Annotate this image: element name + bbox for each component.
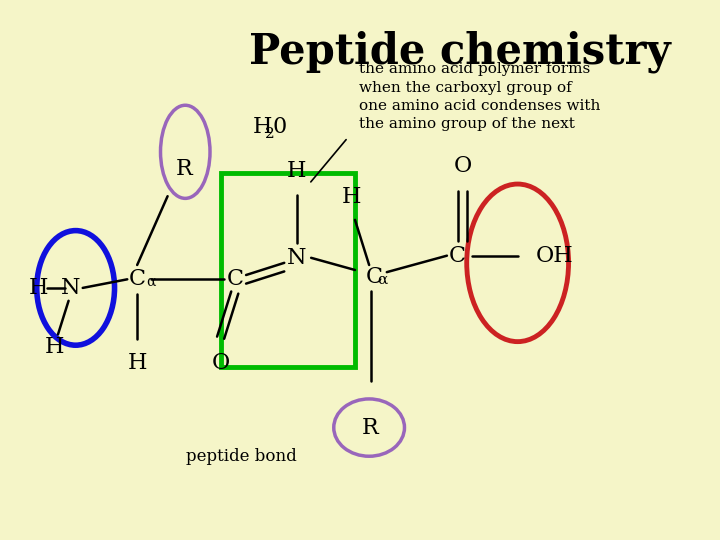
Text: the amino acid polymer forms
when the carboxyl group of
one amino acid condenses: the amino acid polymer forms when the ca… (359, 62, 600, 131)
Text: H: H (28, 277, 48, 299)
Text: H: H (253, 116, 272, 138)
Text: 2: 2 (265, 127, 275, 141)
Bar (220, 173, 355, 367)
Text: R: R (362, 416, 379, 438)
Text: H: H (127, 353, 147, 374)
Text: H: H (45, 336, 64, 357)
Text: H: H (342, 186, 361, 208)
Text: α: α (377, 272, 388, 286)
Text: O: O (454, 155, 472, 177)
Text: R: R (176, 158, 192, 180)
Text: N: N (287, 247, 307, 269)
Text: C: C (129, 268, 145, 291)
Text: Peptide chemistry: Peptide chemistry (249, 30, 670, 72)
Text: 0: 0 (272, 116, 287, 138)
Text: O: O (212, 353, 230, 374)
Text: N: N (61, 277, 81, 299)
Text: OH: OH (535, 245, 573, 267)
Text: H: H (287, 160, 307, 182)
Text: peptide bond: peptide bond (186, 448, 297, 465)
Text: C: C (366, 266, 382, 288)
Text: C: C (226, 268, 243, 291)
Text: α: α (146, 275, 156, 289)
Text: C: C (449, 245, 466, 267)
